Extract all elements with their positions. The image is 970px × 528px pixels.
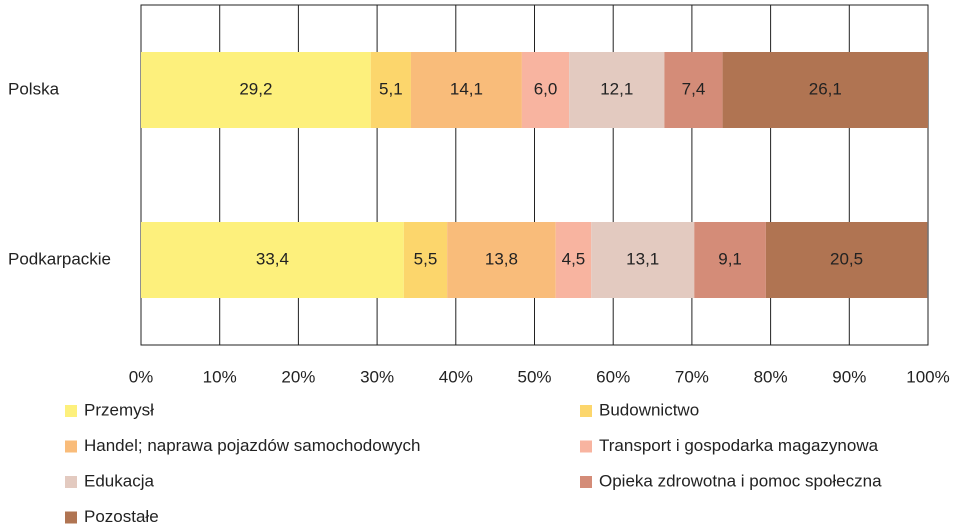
bar-segment [521,52,570,128]
legend-label: Budownictwo [599,400,699,419]
data-label: 13,1 [626,249,659,268]
x-tick-label: 100% [906,367,949,386]
bar-segment [722,52,928,128]
bar-segment [370,52,411,128]
legend-swatch [580,476,592,488]
data-label: 5,5 [414,249,438,268]
legend-swatch [65,440,77,453]
data-label: 6,0 [534,79,558,98]
legend-label: Opieka zdrowotna i pomoc społeczna [599,471,882,490]
x-tick-label: 20% [281,367,315,386]
data-label: 26,1 [809,79,842,98]
bar-segment [591,222,695,298]
x-tick-label: 80% [754,367,788,386]
legend-label: Edukacja [84,471,154,490]
legend-swatch [65,405,77,417]
x-tick-label: 40% [439,367,473,386]
legend-label: Handel; naprawa pojazdów samochodowych [84,436,420,455]
bar-segment [694,222,766,298]
x-tick-label: 60% [596,367,630,386]
data-label: 5,1 [379,79,403,98]
data-label: 7,4 [682,79,706,98]
bar-segment [410,52,522,128]
data-label: 13,8 [485,249,518,268]
y-tick-label: Polska [8,79,60,98]
legend-swatch [65,511,77,524]
bar-segment [141,52,371,128]
legend-swatch [580,440,592,453]
x-tick-label: 70% [675,367,709,386]
x-tick-label: 0% [129,367,154,386]
data-label: 33,4 [256,249,289,268]
bar-segment [765,222,928,298]
bar-segment [403,222,448,298]
bar-segment [569,52,665,128]
bar-segment [664,52,723,128]
legend-swatch [580,405,592,417]
x-tick-label: 10% [203,367,237,386]
data-label: 14,1 [450,79,483,98]
y-tick-label: Podkarpackie [8,249,111,268]
legend-label: Przemysł [84,400,154,419]
x-tick-label: 30% [360,367,394,386]
x-tick-label: 50% [517,367,551,386]
data-label: 20,5 [830,249,863,268]
legend-label: Pozostałe [84,507,159,526]
bar-segment [555,222,592,298]
data-label: 9,1 [718,249,742,268]
data-label: 12,1 [600,79,633,98]
x-tick-label: 90% [832,367,866,386]
bar-segment [141,222,404,298]
legend-swatch [65,476,77,488]
legend-label: Transport i gospodarka magazynowa [599,436,879,455]
data-label: 4,5 [562,249,586,268]
bar-segment [447,222,556,298]
data-label: 29,2 [239,79,272,98]
